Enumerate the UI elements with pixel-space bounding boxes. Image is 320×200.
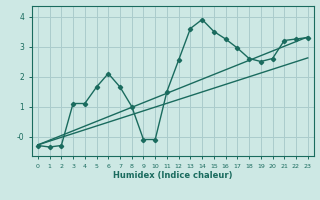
- X-axis label: Humidex (Indice chaleur): Humidex (Indice chaleur): [113, 171, 233, 180]
